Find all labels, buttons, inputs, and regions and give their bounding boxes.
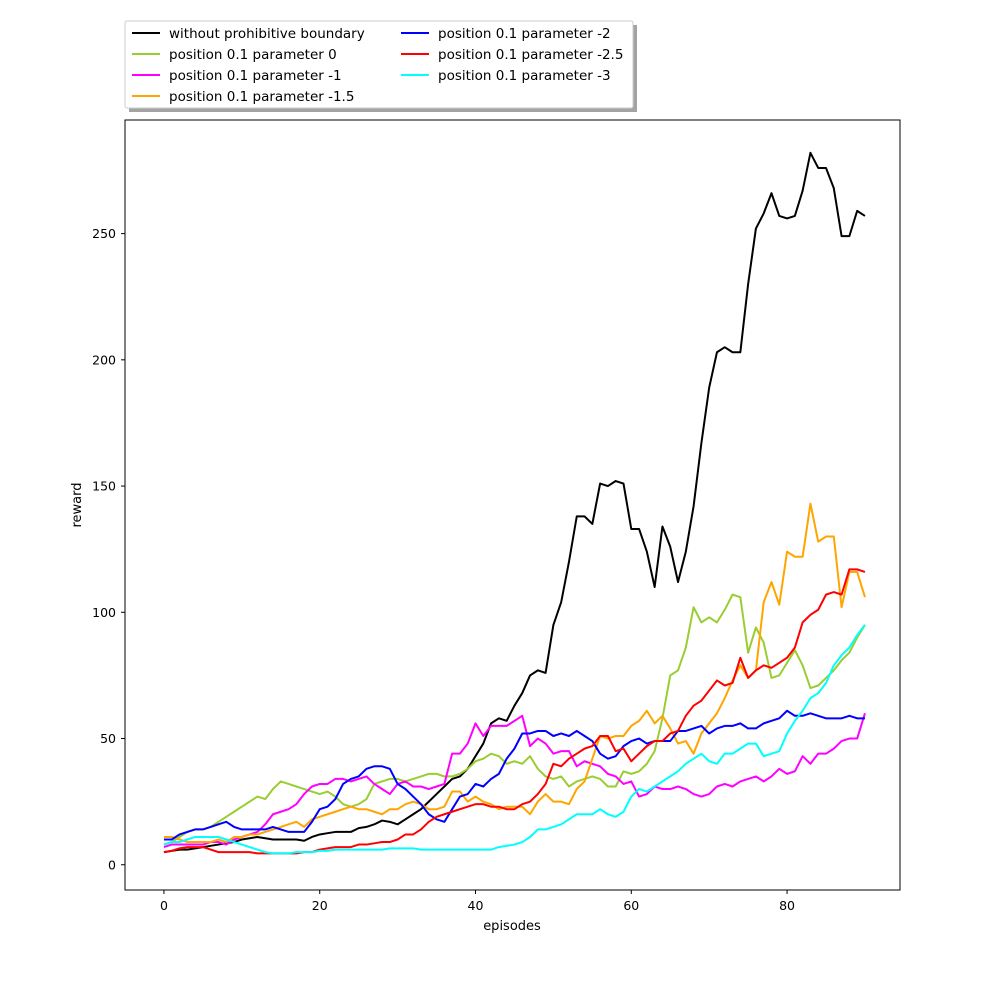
- series-lines: [163, 151, 866, 855]
- y-tick-label: 100: [92, 605, 116, 620]
- x-tick-label: 80: [779, 898, 795, 913]
- legend-label-3: position 0.1 parameter -1: [169, 68, 342, 84]
- legend-label-6: position 0.1 parameter -2.5: [438, 47, 623, 63]
- series-line-2: [163, 593, 866, 846]
- series-line-1: [163, 151, 866, 854]
- y-tick-label: 200: [92, 352, 116, 367]
- y-tick-label: 250: [92, 226, 116, 241]
- series-line-7: [163, 624, 866, 855]
- legend-label-4: position 0.1 parameter -1.5: [169, 89, 354, 105]
- legend-label-2: position 0.1 parameter 0: [169, 47, 337, 63]
- y-tick-label: 0: [108, 857, 116, 872]
- legend-box: [124, 20, 634, 109]
- x-tick-label: 0: [160, 898, 168, 913]
- x-axis-ticks: 0 20 40 60 80: [160, 890, 795, 913]
- y-axis-ticks: 0 50 100 150 200 250: [92, 226, 125, 872]
- x-tick-label: 20: [312, 898, 328, 913]
- legend-label-5: position 0.1 parameter -2: [438, 26, 611, 42]
- y-tick-label: 50: [100, 731, 116, 746]
- series-line-3: [163, 712, 866, 849]
- y-tick-label: 150: [92, 479, 116, 494]
- legend-label-1: without prohibitive boundary: [169, 26, 365, 42]
- x-axis-label: episodes: [483, 919, 541, 934]
- plot-frame: [124, 119, 901, 891]
- series-line-5: [163, 709, 865, 841]
- x-tick-label: 60: [623, 898, 639, 913]
- legend: without prohibitive boundary position 0.1…: [124, 20, 637, 112]
- legend-label-7: position 0.1 parameter -3: [438, 68, 611, 84]
- y-axis-label: reward: [70, 482, 85, 527]
- x-tick-label: 40: [468, 898, 484, 913]
